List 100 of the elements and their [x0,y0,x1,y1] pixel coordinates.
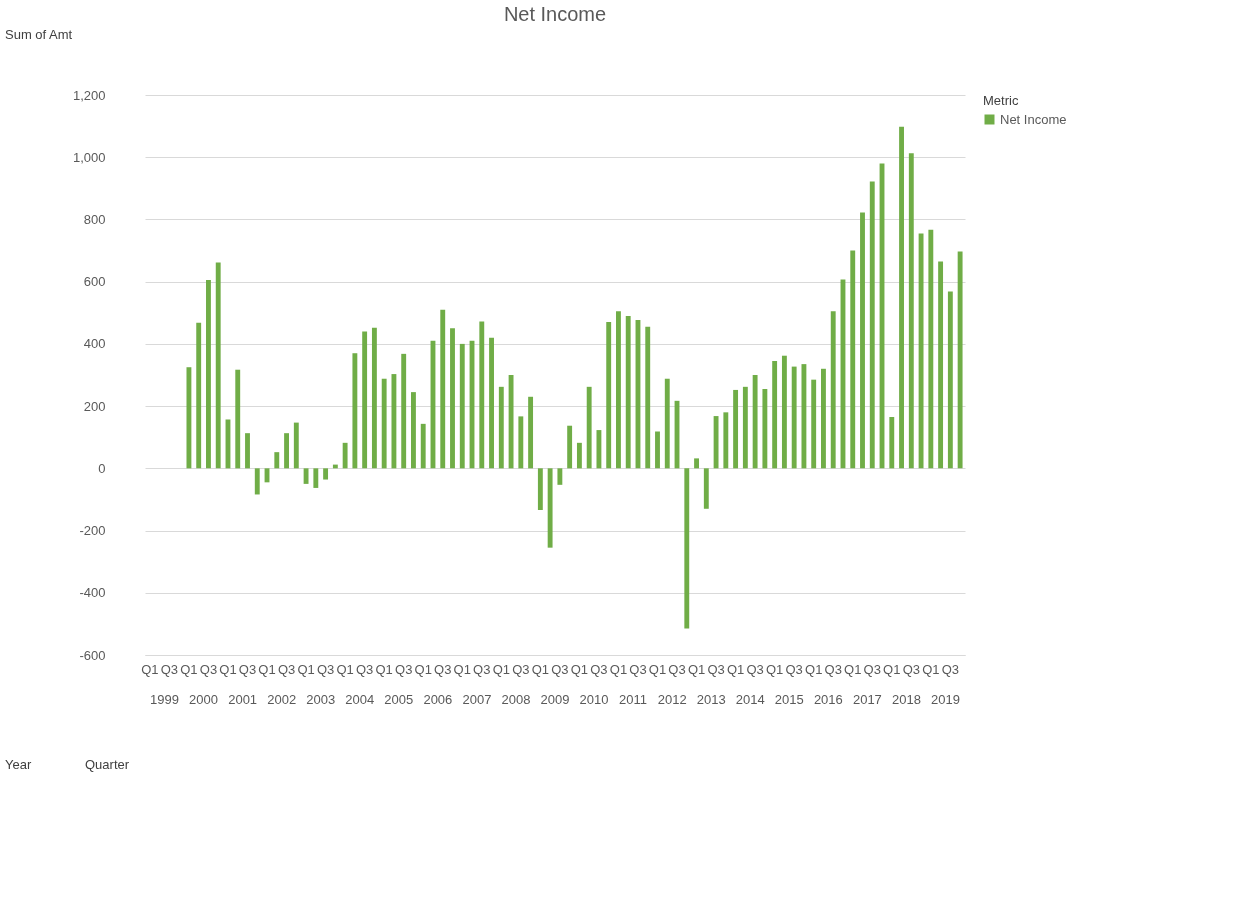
bar [772,361,778,469]
x-tick-label: Q1 [141,661,159,677]
bar [801,364,807,469]
x-tick-label: Q1 [765,661,784,677]
bar [450,328,455,469]
x-tick-label: Q3 [355,661,374,677]
bar [381,378,387,469]
y-tick-label: 0 [98,460,106,476]
bar [957,251,963,469]
text: Year [5,757,32,772]
bar [508,375,514,469]
x-tick-label: Q3 [238,661,257,677]
bar [274,452,280,469]
bar [860,212,865,469]
x-tick-label: Q1 [297,661,315,677]
bar [733,389,739,469]
bar [537,468,543,511]
bar [811,379,817,469]
y-tick-label: -400 [79,585,106,601]
bar [528,396,534,469]
text: 2001 [228,692,258,707]
text: 1999 [150,692,179,707]
bar [401,353,407,469]
bar [215,262,221,469]
text: 2005 [384,692,414,707]
x-tick-label: Q1 [687,661,706,677]
text: 2002 [267,692,297,707]
y-tick-label: 1,200 [72,87,106,103]
bar [186,367,192,469]
x-tick-label: Q3 [434,661,452,677]
bar [889,417,895,469]
bar [616,311,621,469]
x-tick-label: Q1 [414,661,432,677]
bar [899,126,904,469]
bar [362,331,368,469]
x-tick-label: Q3 [824,661,842,677]
bar [352,353,358,469]
bar [723,412,729,469]
text: Sum of Amt [5,27,73,42]
bar [420,423,426,469]
x-tick-label: Q1 [219,661,237,677]
x-tick-label: Q1 [258,661,276,677]
x-tick-label: Q3 [473,661,491,677]
bar [713,416,719,469]
x-tick-label: Q1 [883,661,901,677]
bar [918,233,924,469]
bar [850,250,856,469]
x-tick-label: Q3 [629,661,647,677]
x-tick-label: Q3 [590,661,608,677]
bar [947,291,953,469]
x-tick-label: Q1 [531,661,550,677]
bar [821,368,826,469]
x-tick-label: Q3 [160,661,179,677]
bar [830,311,836,469]
text: 2004 [345,692,375,707]
text: 2012 [657,692,687,707]
x-tick-label: Q3 [668,661,686,677]
text: 2006 [423,692,453,707]
bar [323,468,329,480]
x-tick-label: Q3 [199,661,218,677]
bar [596,430,602,469]
text: 2015 [774,692,804,707]
bar [908,153,914,469]
x-tick-label: Q3 [316,661,335,677]
bar [606,322,612,469]
x-tick-label: Q3 [277,661,296,677]
bar [586,386,592,469]
text: 2011 [619,692,648,707]
legend-label: Net Income [1000,111,1067,127]
bar [742,386,748,469]
y-tick-label: 400 [83,336,106,352]
y-tick-label: 1,000 [72,149,106,165]
bar [206,280,211,469]
x-tick-label: Q3 [746,661,764,677]
text: 2019 [931,692,960,707]
text: 2013 [696,692,726,707]
x-tick-label: Q3 [512,661,530,677]
text: 2003 [306,692,336,707]
bar [303,468,309,484]
bar [440,309,446,469]
bar [498,386,504,469]
x-tick-label: Q1 [336,661,354,677]
x-tick-label: Q3 [551,661,569,677]
bar [655,431,660,469]
x-tick-label: Q1 [180,661,198,677]
bar [694,458,699,469]
bar [762,389,768,469]
bar [489,337,494,469]
bar [518,416,524,469]
bar [869,181,875,469]
chart-title: Net Income [503,3,607,25]
x-tick-label: Q1 [805,661,823,677]
bar [684,468,690,629]
text: 2007 [462,692,492,707]
x-tick-label: Q1 [375,661,393,677]
bar [411,392,416,469]
bar [576,442,582,469]
text: 2017 [852,692,882,707]
bar [567,425,573,469]
bar [245,433,250,469]
